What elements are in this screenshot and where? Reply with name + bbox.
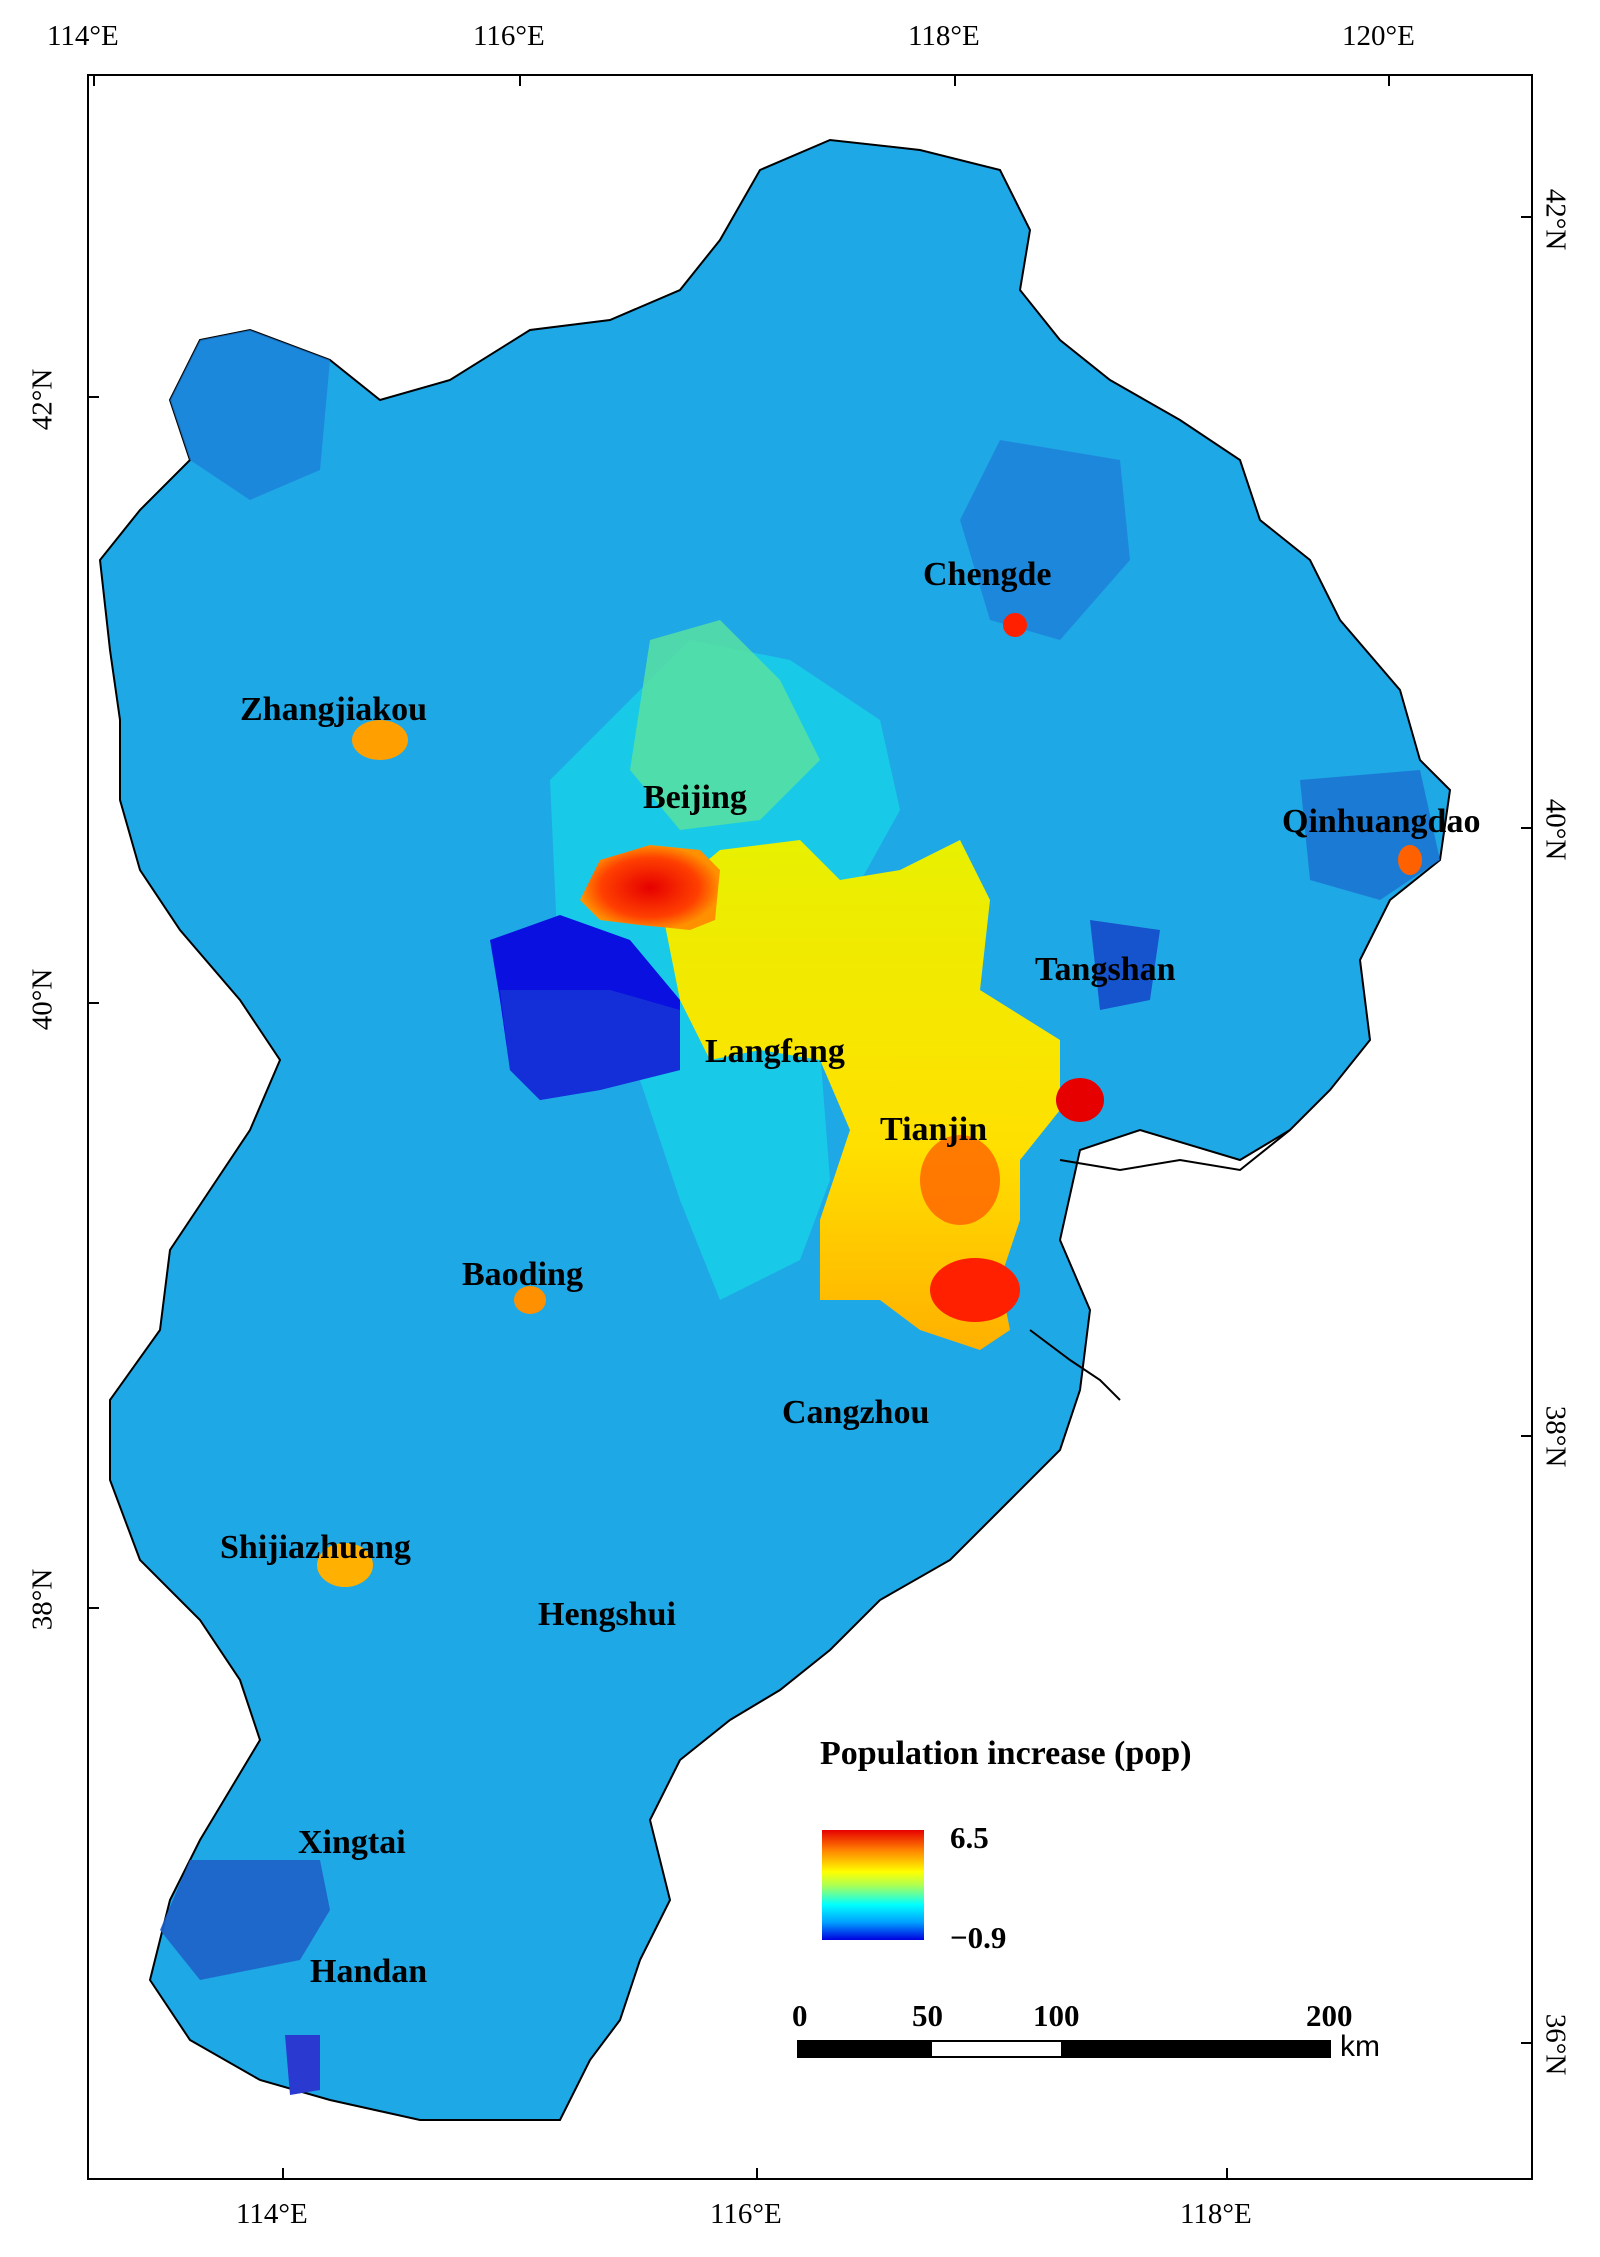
scale-tick-100: 100 — [1033, 1998, 1080, 2033]
hotspot-baoding — [514, 1286, 546, 1314]
city-label-baoding: Baoding — [462, 1256, 583, 1293]
legend-max-label: 6.5 — [950, 1820, 989, 1855]
city-label-cangzhou: Cangzhou — [782, 1394, 929, 1431]
hotspot-tianjin-center — [920, 1135, 1000, 1225]
top-lon-label-120: 120°E — [1342, 20, 1415, 52]
city-label-shijiazhuang: Shijiazhuang — [220, 1529, 411, 1566]
hotspot-beijing — [580, 845, 720, 930]
city-label-tianjin: Tianjin — [880, 1111, 987, 1148]
patch-chengde-east — [960, 440, 1130, 640]
scale-tick-0: 0 — [792, 1998, 808, 2033]
hotspot-chengde — [1003, 613, 1027, 637]
city-label-langfang: Langfang — [705, 1033, 845, 1070]
zone-beijing-north — [630, 620, 820, 830]
zone-west-mid — [500, 990, 680, 1100]
hotspot-tianjin-south — [930, 1258, 1020, 1322]
scale-segment-100-200 — [1061, 2040, 1331, 2058]
city-label-handan: Handan — [310, 1953, 427, 1990]
city-label-beijing: Beijing — [643, 779, 747, 816]
bottom-lon-label-114: 114°E — [236, 2198, 308, 2230]
legend-min-label: −0.9 — [950, 1920, 1007, 1955]
hotspot-zhangjiakou — [352, 720, 408, 760]
hotspot-qinhuangdao — [1398, 845, 1422, 875]
scale-unit: km — [1340, 2030, 1380, 2063]
scale-tick-200: 200 — [1306, 1998, 1353, 2033]
scale-segment-50-100 — [930, 2040, 1063, 2058]
patch-tangshan — [1090, 920, 1160, 1010]
top-lon-label-118: 118°E — [908, 20, 980, 52]
patch-xingtai — [160, 1860, 330, 1980]
hotspot-tianjin-coast — [1056, 1078, 1104, 1122]
city-label-chengde: Chengde — [923, 556, 1051, 593]
city-label-zhangjiakou: Zhangjiakou — [240, 691, 427, 728]
city-label-xingtai: Xingtai — [298, 1824, 406, 1861]
top-lon-label-114: 114°E — [47, 20, 119, 52]
city-label-tangshan: Tangshan — [1035, 951, 1176, 988]
top-lon-label-116: 116°E — [473, 20, 545, 52]
scale-tick-50: 50 — [912, 1998, 943, 2033]
bottom-lon-label-118: 118°E — [1180, 2198, 1252, 2230]
scale-segment-0-50 — [797, 2040, 932, 2058]
patch-handan — [285, 2035, 320, 2095]
legend-color-ramp — [822, 1830, 924, 1940]
city-label-qinhuangdao: Qinhuangdao — [1282, 803, 1480, 840]
city-label-hengshui: Hengshui — [538, 1596, 676, 1633]
patch-northwest — [170, 330, 330, 500]
legend-title: Population increase (pop) — [820, 1735, 1192, 1772]
hotspot-shijiazhuang — [317, 1543, 373, 1587]
coastline — [1029, 1129, 1291, 1401]
bottom-lon-label-116: 116°E — [710, 2198, 782, 2230]
